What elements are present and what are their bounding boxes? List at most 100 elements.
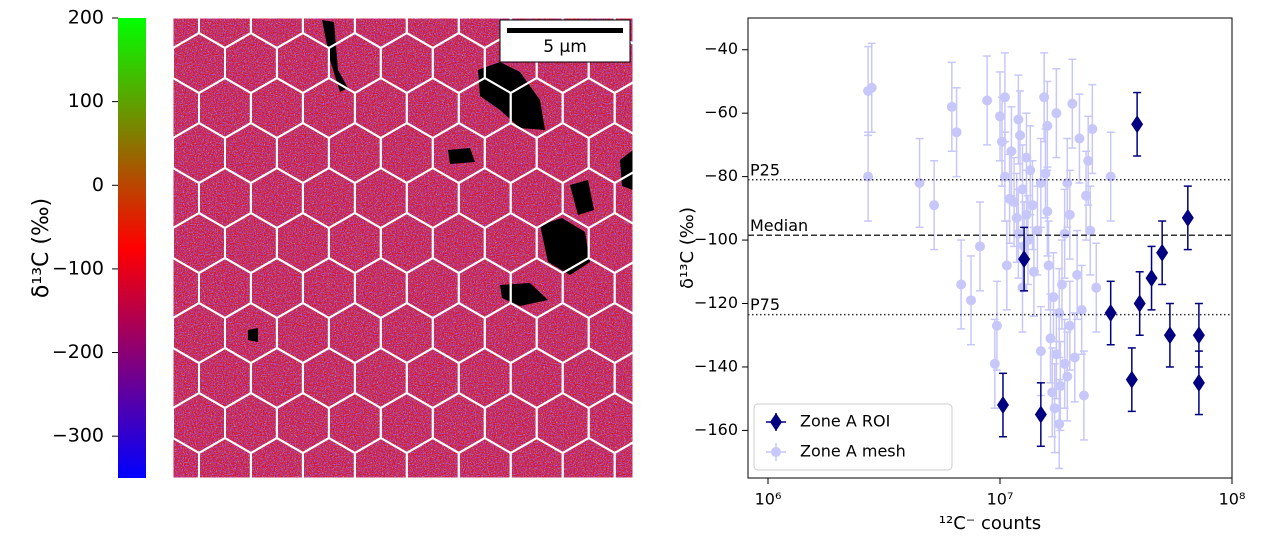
data-point bbox=[1145, 269, 1158, 288]
data-point bbox=[1025, 165, 1036, 176]
data-point bbox=[951, 127, 962, 138]
data-point bbox=[1087, 124, 1098, 135]
scatter-panel: δ¹³C (‰) ¹²C⁻ counts −40 −60 −80 −100 −120 −1… bbox=[677, 17, 1246, 534]
data-point bbox=[1085, 225, 1096, 236]
colorbar-tick-label: 100 bbox=[68, 90, 104, 112]
data-point bbox=[1013, 114, 1024, 125]
colorbar-tick-label: −100 bbox=[52, 257, 104, 279]
data-point bbox=[1055, 381, 1066, 391]
y-axis-label: δ¹³C (‰) bbox=[677, 207, 698, 289]
data-point bbox=[1054, 308, 1065, 319]
data-point bbox=[975, 241, 986, 252]
data-point bbox=[956, 279, 967, 290]
data-point bbox=[1021, 209, 1032, 220]
legend-entry bbox=[766, 443, 786, 461]
data-point bbox=[1062, 177, 1073, 188]
data-point bbox=[1078, 390, 1089, 401]
data-point bbox=[1028, 266, 1039, 277]
scale-bar-box bbox=[499, 19, 631, 63]
data-point bbox=[1034, 405, 1047, 424]
data-point bbox=[863, 85, 874, 96]
data-point bbox=[1006, 146, 1017, 157]
colorbar bbox=[118, 18, 146, 478]
data-point bbox=[1156, 243, 1169, 262]
data-point bbox=[991, 320, 1002, 331]
data-point bbox=[1062, 371, 1073, 382]
data-point bbox=[1015, 130, 1026, 141]
series bbox=[863, 42, 1116, 470]
data-point bbox=[1035, 177, 1046, 188]
data-point bbox=[1064, 320, 1075, 331]
isotope-image bbox=[173, 18, 633, 478]
series bbox=[996, 91, 1205, 448]
data-point bbox=[863, 171, 874, 182]
colorbar-tick-label: 0 bbox=[92, 174, 104, 196]
x-tick-label: 10⁷ bbox=[987, 490, 1014, 509]
y-tick-label: −40 bbox=[704, 39, 738, 58]
data-point bbox=[996, 136, 1007, 147]
data-point bbox=[966, 295, 977, 306]
data-point bbox=[1051, 108, 1062, 119]
data-point bbox=[1163, 326, 1176, 345]
y-tick-label: −60 bbox=[704, 103, 738, 122]
data-point bbox=[1056, 279, 1067, 290]
data-point bbox=[1054, 419, 1065, 430]
data-point bbox=[1032, 225, 1043, 236]
colorbar-label: δ¹³C (‰) bbox=[29, 198, 54, 298]
data-point bbox=[1047, 387, 1058, 398]
data-point bbox=[1072, 269, 1083, 280]
data-point bbox=[1048, 292, 1059, 303]
data-point bbox=[1069, 352, 1080, 363]
data-point bbox=[996, 396, 1009, 415]
scale-bar bbox=[507, 28, 623, 33]
data-point bbox=[1009, 197, 1020, 207]
legend-label: Zone A ROI bbox=[800, 412, 890, 431]
data-point bbox=[1011, 212, 1022, 223]
data-point bbox=[1059, 358, 1070, 369]
data-point bbox=[771, 447, 781, 457]
y-tick-label: −160 bbox=[694, 420, 738, 439]
data-point bbox=[1091, 282, 1102, 293]
data-point bbox=[1192, 326, 1205, 345]
data-point bbox=[914, 177, 925, 188]
data-point bbox=[1133, 294, 1146, 313]
data-point bbox=[1039, 92, 1050, 103]
data-point bbox=[1105, 171, 1116, 182]
image-panel: δ¹³C (‰) 5 μm 200 100 0 −100 −200 −300 bbox=[29, 7, 634, 479]
data-point bbox=[1074, 133, 1085, 144]
x-tick-label: 10⁸ bbox=[1219, 490, 1246, 509]
y-tick-label: −80 bbox=[704, 166, 738, 185]
data-point bbox=[1018, 250, 1031, 269]
y-tick-label: −140 bbox=[694, 356, 738, 375]
data-point bbox=[1076, 304, 1087, 315]
legend-label: Zone A mesh bbox=[800, 442, 906, 461]
data-point bbox=[1125, 370, 1138, 389]
x-tick-label: 10⁶ bbox=[755, 490, 782, 509]
data-point bbox=[1059, 228, 1070, 239]
plot-frame bbox=[747, 17, 1233, 479]
y-tick-label: −100 bbox=[694, 230, 738, 249]
data-point bbox=[770, 413, 782, 431]
data-point bbox=[999, 171, 1010, 182]
data-point bbox=[1192, 373, 1205, 392]
data-point bbox=[1001, 260, 1012, 271]
data-point bbox=[929, 200, 940, 211]
legend-box bbox=[753, 403, 953, 471]
data-point bbox=[1104, 304, 1117, 323]
data-point bbox=[1035, 346, 1046, 357]
data-point bbox=[1040, 168, 1051, 179]
data-point bbox=[1017, 184, 1028, 195]
data-point bbox=[989, 358, 1000, 369]
data-point bbox=[1049, 403, 1060, 414]
x-axis-label: ¹²C⁻ counts bbox=[939, 513, 1041, 534]
data-point bbox=[1004, 193, 1015, 204]
data-point bbox=[982, 95, 993, 106]
data-point bbox=[1042, 206, 1053, 217]
data-point bbox=[1064, 209, 1075, 220]
data-point bbox=[1027, 200, 1038, 211]
data-point bbox=[1083, 155, 1094, 166]
data-point bbox=[1045, 333, 1056, 344]
data-point bbox=[1013, 228, 1024, 239]
reference-label: P75 bbox=[750, 295, 780, 314]
